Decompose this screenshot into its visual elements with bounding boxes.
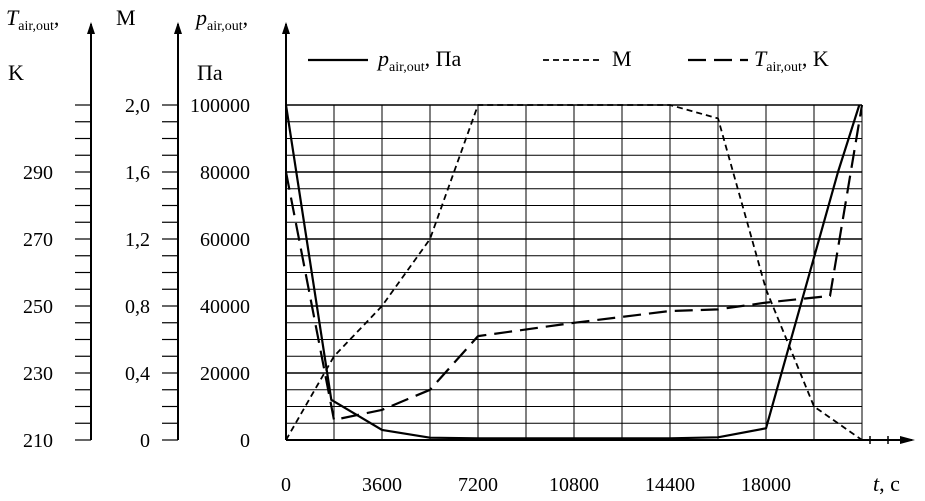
legend-label-M: M [612, 46, 632, 71]
x-tick-label: 18000 [741, 474, 791, 496]
x-axis-arrow [900, 436, 915, 444]
series-line-p [284, 104, 861, 440]
series-lines [284, 104, 864, 441]
M-axis-label: M [116, 5, 136, 30]
M-tick-label: 0,8 [125, 296, 150, 318]
x-tick-label: 7200 [458, 474, 498, 496]
x-tick-label: 0 [281, 474, 291, 496]
p-axis-unit: Па [197, 60, 223, 85]
M-axis-arrow [174, 22, 182, 34]
T-tick-label: 230 [23, 363, 53, 385]
T-tick-label: 210 [23, 430, 53, 452]
p-tick-label: 0 [240, 430, 250, 452]
p-tick-label: 60000 [200, 229, 250, 251]
p-tick-label: 100000 [190, 95, 250, 117]
tick-labels: 210 230 250 270 290 0 0,4 0,8 1,2 1,6 2,0 0 20000 400… [6, 5, 900, 496]
axes [75, 22, 915, 444]
T-tick-label: 290 [23, 162, 53, 184]
series-line-M [285, 104, 863, 441]
grid [285, 104, 863, 441]
p-tick-label: 80000 [200, 162, 250, 184]
M-tick-label: 1,2 [125, 229, 150, 251]
M-tick-label: 1,6 [125, 162, 150, 184]
x-tick-label: 3600 [362, 474, 402, 496]
legend: pair,out, Па M Tair,out, K [308, 46, 829, 75]
p-axis-arrow [282, 22, 290, 34]
x-axis-label: t, с [873, 471, 900, 496]
series-line-T [284, 104, 864, 421]
T-axis-label: Tair,out, [6, 5, 59, 34]
M-tick-label: 2,0 [125, 95, 150, 117]
legend-label-p: pair,out, Па [376, 46, 461, 75]
T-axis-unit: K [8, 60, 24, 85]
p-tick-label: 40000 [200, 296, 250, 318]
T-tick-label: 250 [23, 296, 53, 318]
x-tick-label: 14400 [645, 474, 695, 496]
p-tick-label: 20000 [200, 363, 250, 385]
T-axis-arrow [87, 22, 95, 34]
x-tick-label: 10800 [549, 474, 599, 496]
M-tick-label: 0 [140, 430, 150, 452]
p-axis-label: pair,out, [194, 5, 248, 34]
M-tick-label: 0,4 [125, 363, 150, 385]
T-tick-label: 270 [23, 229, 53, 251]
legend-label-T: Tair,out, K [754, 46, 829, 75]
